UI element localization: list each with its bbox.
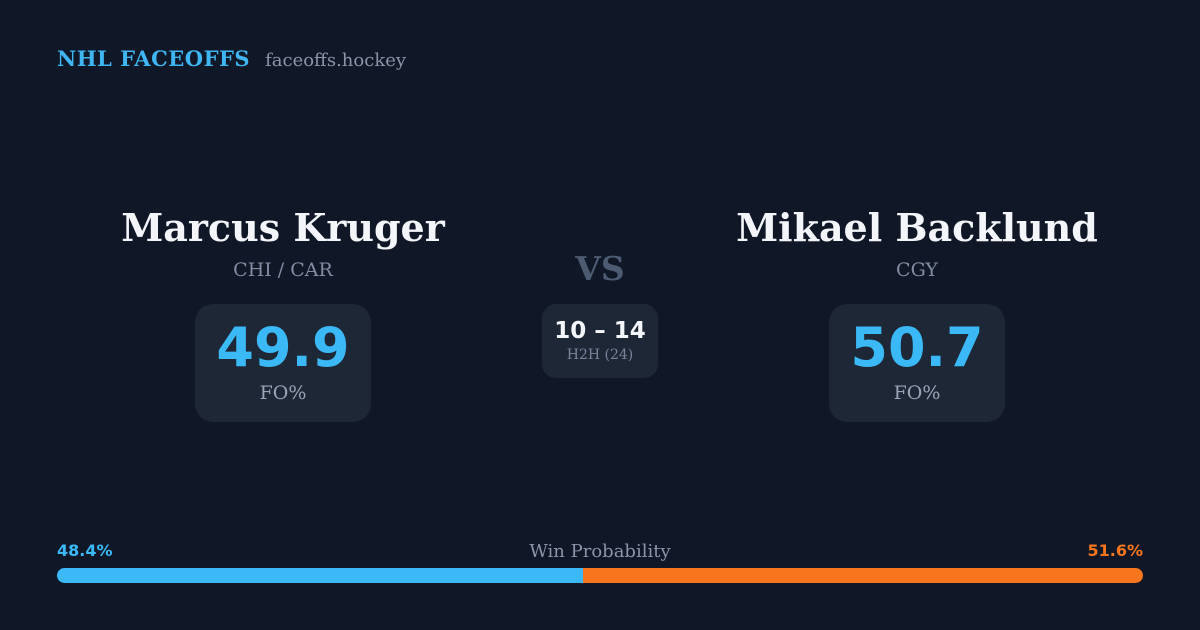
player-panel-right: Mikael Backlund CGY 50.7 FO%: [730, 207, 1104, 422]
player-name-right: Mikael Backlund: [736, 205, 1098, 250]
h2h-card: 10 – 14 H2H (24): [542, 304, 658, 379]
site-url: faceoffs.hockey: [265, 50, 407, 71]
fo-pct-value-right: 50.7: [850, 316, 984, 380]
win-probability-right-pct: 51.6%: [1087, 541, 1143, 560]
player-panel-left: Marcus Kruger CHI / CAR 49.9 FO%: [96, 207, 470, 422]
win-probability-bar: [57, 568, 1143, 583]
brand-title: NHL FACEOFFS: [57, 46, 251, 71]
player-teams-left: CHI / CAR: [233, 258, 333, 281]
fo-pct-label-left: FO%: [259, 382, 307, 405]
matchup-panel: VS 10 – 14 H2H (24): [515, 249, 685, 379]
player-teams-right: CGY: [896, 258, 938, 281]
win-bar-right: [582, 568, 1143, 583]
win-probability-left-pct: 48.4%: [57, 541, 113, 560]
stat-card-left: 49.9 FO%: [195, 303, 371, 422]
win-probability-labels: Win Probability 48.4% 51.6%: [57, 541, 1143, 563]
fo-pct-label-right: FO%: [893, 382, 941, 405]
win-bar-left: [57, 568, 583, 583]
h2h-score: 10 – 14: [554, 318, 646, 345]
header: NHL FACEOFFS faceoffs.hockey: [57, 46, 406, 71]
h2h-label: H2H (24): [566, 347, 634, 364]
player-name-left: Marcus Kruger: [121, 205, 445, 250]
fo-pct-value-left: 49.9: [216, 316, 350, 380]
vs-label: VS: [575, 249, 625, 288]
win-probability-title: Win Probability: [529, 541, 671, 562]
stat-card-right: 50.7 FO%: [829, 303, 1005, 422]
